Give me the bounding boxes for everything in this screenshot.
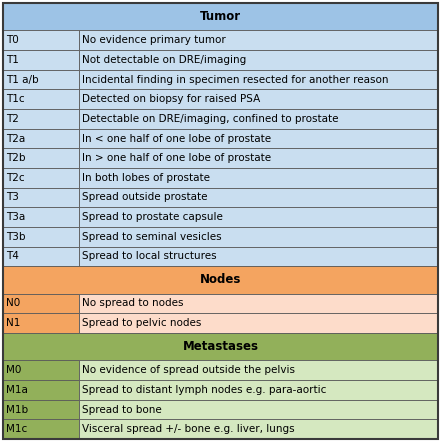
Text: No evidence primary tumor: No evidence primary tumor xyxy=(82,35,226,46)
Bar xyxy=(3,187,79,207)
Text: M0: M0 xyxy=(6,365,21,375)
Bar xyxy=(79,50,438,70)
Text: Visceral spread +/- bone e.g. liver, lungs: Visceral spread +/- bone e.g. liver, lun… xyxy=(82,424,295,434)
Bar xyxy=(3,333,438,360)
Text: In < one half of one lobe of prostate: In < one half of one lobe of prostate xyxy=(82,133,271,144)
Bar xyxy=(3,149,79,168)
Bar xyxy=(79,380,438,400)
Bar xyxy=(3,400,79,419)
Bar xyxy=(79,187,438,207)
Text: T2b: T2b xyxy=(6,153,26,163)
Bar xyxy=(79,168,438,187)
Bar xyxy=(79,149,438,168)
Bar xyxy=(3,313,79,333)
Bar xyxy=(3,89,79,109)
Text: Spread to bone: Spread to bone xyxy=(82,404,162,415)
Bar xyxy=(3,419,79,439)
Bar xyxy=(3,380,79,400)
Text: Not detectable on DRE/imaging: Not detectable on DRE/imaging xyxy=(82,55,247,65)
Bar xyxy=(3,3,438,30)
Text: Spread to local structures: Spread to local structures xyxy=(82,251,217,261)
Bar xyxy=(79,247,438,266)
Text: Spread to pelvic nodes: Spread to pelvic nodes xyxy=(82,318,202,328)
Text: Nodes: Nodes xyxy=(200,274,241,286)
Bar xyxy=(3,207,79,227)
Bar xyxy=(3,30,79,50)
Bar xyxy=(79,419,438,439)
Bar xyxy=(3,168,79,187)
Text: In both lobes of prostate: In both lobes of prostate xyxy=(82,173,210,183)
Text: T1c: T1c xyxy=(6,94,25,104)
Text: M1c: M1c xyxy=(6,424,27,434)
Bar xyxy=(79,70,438,89)
Text: T2c: T2c xyxy=(6,173,25,183)
Text: T3: T3 xyxy=(6,192,19,202)
Bar xyxy=(79,360,438,380)
Text: M1a: M1a xyxy=(6,385,28,395)
Bar xyxy=(3,70,79,89)
Text: In > one half of one lobe of prostate: In > one half of one lobe of prostate xyxy=(82,153,271,163)
Bar xyxy=(79,313,438,333)
Bar xyxy=(79,293,438,313)
Bar xyxy=(79,227,438,247)
Text: T1 a/b: T1 a/b xyxy=(6,75,39,84)
Bar xyxy=(3,360,79,380)
Text: No evidence of spread outside the pelvis: No evidence of spread outside the pelvis xyxy=(82,365,295,375)
Text: Detected on biopsy for raised PSA: Detected on biopsy for raised PSA xyxy=(82,94,260,104)
Bar xyxy=(79,89,438,109)
Text: No spread to nodes: No spread to nodes xyxy=(82,298,183,309)
Text: Spread to seminal vesicles: Spread to seminal vesicles xyxy=(82,232,222,242)
Bar xyxy=(79,109,438,129)
Text: Tumor: Tumor xyxy=(200,10,241,23)
Bar xyxy=(3,109,79,129)
Bar xyxy=(3,247,79,266)
Bar xyxy=(3,50,79,70)
Text: N1: N1 xyxy=(6,318,20,328)
Text: T2a: T2a xyxy=(6,133,25,144)
Bar xyxy=(3,129,79,149)
Text: Spread to distant lymph nodes e.g. para-aortic: Spread to distant lymph nodes e.g. para-… xyxy=(82,385,326,395)
Text: T0: T0 xyxy=(6,35,19,46)
Text: T1: T1 xyxy=(6,55,19,65)
Bar xyxy=(3,227,79,247)
Text: Metastases: Metastases xyxy=(183,340,258,353)
Text: T3b: T3b xyxy=(6,232,26,242)
Text: Spread to prostate capsule: Spread to prostate capsule xyxy=(82,212,223,222)
Bar xyxy=(79,129,438,149)
Text: Spread outside prostate: Spread outside prostate xyxy=(82,192,208,202)
Text: T2: T2 xyxy=(6,114,19,124)
Bar xyxy=(79,400,438,419)
Bar xyxy=(3,293,79,313)
Text: N0: N0 xyxy=(6,298,20,309)
Bar xyxy=(79,207,438,227)
Text: Detectable on DRE/imaging, confined to prostate: Detectable on DRE/imaging, confined to p… xyxy=(82,114,339,124)
Text: T3a: T3a xyxy=(6,212,25,222)
Text: T4: T4 xyxy=(6,251,19,261)
Bar xyxy=(79,30,438,50)
Text: M1b: M1b xyxy=(6,404,28,415)
Bar xyxy=(3,266,438,293)
Text: Incidental finding in specimen resected for another reason: Incidental finding in specimen resected … xyxy=(82,75,389,84)
